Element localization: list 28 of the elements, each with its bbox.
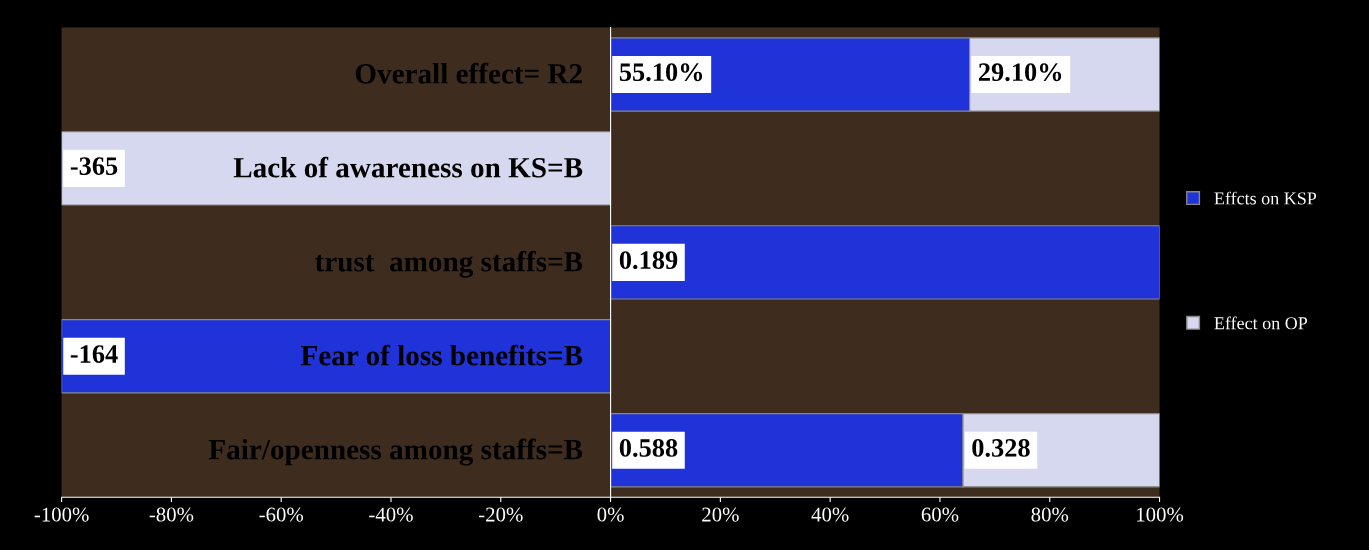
y-tick-label: Fair/openness among staffs=B [208, 438, 583, 466]
y-tick-label: trust among staffs=B [315, 250, 583, 278]
y-tick-label: Fear of loss benefits=B [300, 344, 583, 366]
x-tick-label: 100% [1137, 507, 1184, 522]
annotation: 0.588 [619, 439, 678, 457]
x-tick-label: 40% [811, 507, 849, 522]
x-tick-label: -80% [149, 507, 194, 522]
y-tick-label: Overall effect= R2 [355, 62, 582, 84]
x-tick-label: -40% [369, 507, 413, 522]
x-tick-label: -100% [34, 507, 89, 522]
legend-label: Effcts on KSP [1214, 191, 1317, 205]
annotation: -164 [70, 345, 118, 363]
annotation: 29.10% [978, 63, 1062, 82]
x-tick-label: -60% [259, 507, 304, 522]
y-tick-label: Lack of awareness on KS=B [233, 156, 583, 178]
annotation: 0.189 [619, 251, 678, 270]
x-tick-label: 80% [1031, 507, 1069, 522]
x-tick-label: 60% [921, 507, 959, 522]
x-tick-label: 20% [702, 507, 739, 522]
bar [61, 131, 612, 206]
annotation: 55.10% [619, 63, 703, 82]
annotation: -365 [70, 157, 118, 176]
bar [61, 319, 612, 394]
annotation: 0.328 [972, 439, 1030, 457]
x-tick-label: 0% [597, 507, 624, 522]
legend-label: Effect on OP [1214, 316, 1308, 330]
x-tick-label: -20% [478, 507, 523, 522]
bar [610, 225, 1160, 300]
